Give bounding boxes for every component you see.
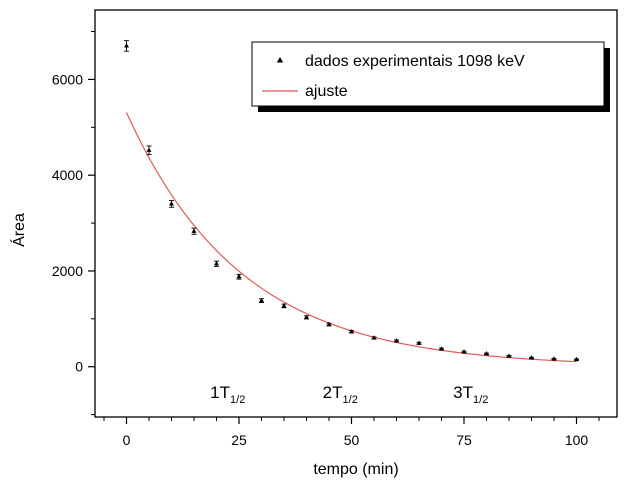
data-points-group <box>124 40 579 362</box>
data-point <box>191 228 197 233</box>
data-point <box>281 303 287 308</box>
data-point <box>416 340 422 345</box>
plot-frame <box>94 9 618 418</box>
legend: dados experimentais 1098 keV ajuste <box>251 41 610 112</box>
data-point <box>304 314 309 320</box>
half-life-label: 1T1/2 <box>210 383 245 406</box>
fit-curve-group <box>125 112 577 363</box>
y-tick-label: 2000 <box>52 263 83 279</box>
y-tick-label: 6000 <box>52 71 83 87</box>
data-point <box>439 346 444 351</box>
axes: 0 25 50 75 100 0 2000 4000 6000 <box>52 9 600 448</box>
half-life-subscript: 1/2 <box>343 394 358 406</box>
data-point <box>146 147 152 152</box>
half-life-annotations: 1T1/2 2T1/2 3T1/2 <box>210 383 488 406</box>
data-point <box>169 201 174 206</box>
data-point <box>551 356 557 361</box>
x-tick-label: 100 <box>565 432 589 448</box>
half-life-main: 3T <box>453 383 473 402</box>
data-point <box>484 350 489 356</box>
x-tick-label: 75 <box>456 432 472 448</box>
half-life-subscript: 1/2 <box>473 394 488 406</box>
data-point <box>461 349 467 354</box>
legend-marker-triangle-icon <box>276 57 284 63</box>
data-point <box>214 260 219 266</box>
data-point <box>259 297 264 303</box>
y-tick-label: 4000 <box>52 167 83 183</box>
x-tick-label: 25 <box>231 432 247 448</box>
legend-box <box>251 41 605 107</box>
x-tick-label: 50 <box>344 432 360 448</box>
data-point <box>236 273 242 279</box>
half-life-main: 2T <box>323 383 343 402</box>
half-life-label: 3T1/2 <box>453 383 488 406</box>
data-point <box>506 353 512 358</box>
y-axis-label: Área <box>9 213 28 247</box>
half-life-main: 1T <box>210 383 230 402</box>
y-tick-label: 0 <box>75 359 83 375</box>
x-axis-label: tempo (min) <box>313 461 398 478</box>
data-point <box>124 43 129 48</box>
data-point <box>371 335 377 340</box>
legend-label-fit: ajuste <box>305 83 348 100</box>
data-point <box>574 356 579 362</box>
fit-curve-line <box>125 112 577 363</box>
data-point <box>394 338 399 343</box>
data-point <box>349 328 354 334</box>
x-tick-label: 0 <box>123 432 131 448</box>
half-life-label: 2T1/2 <box>323 383 358 406</box>
data-point <box>529 355 534 360</box>
half-life-subscript: 1/2 <box>230 394 245 406</box>
data-point <box>326 321 332 327</box>
legend-label-data: dados experimentais 1098 keV <box>305 53 525 70</box>
